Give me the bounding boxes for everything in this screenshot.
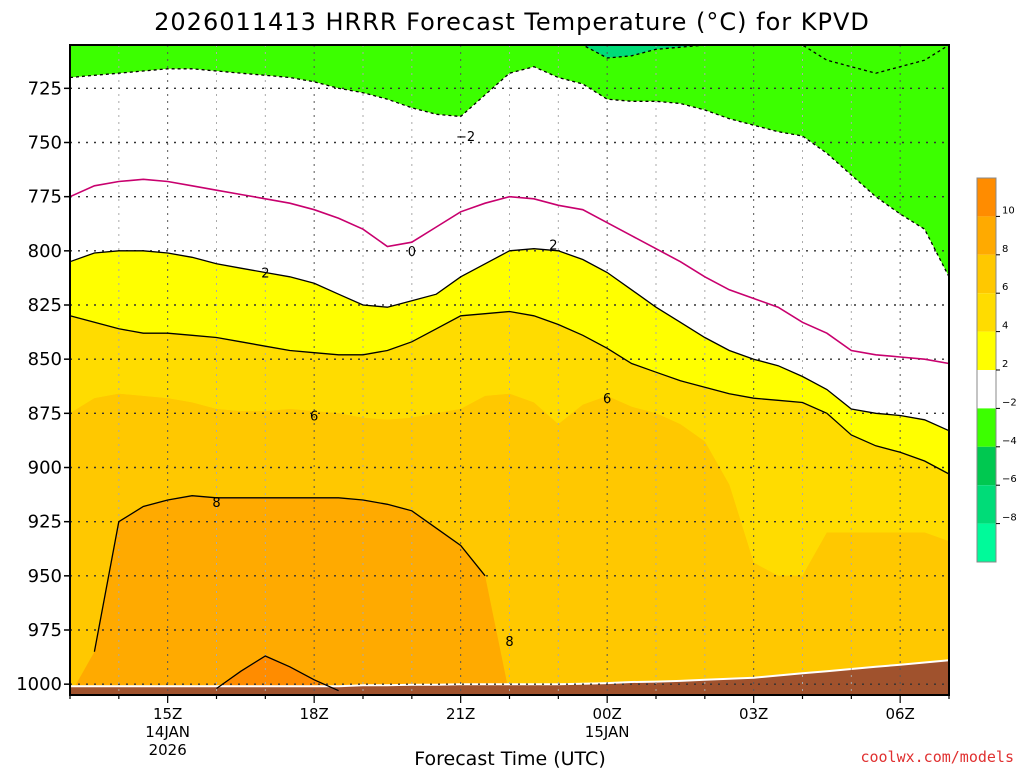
colorbar-swatch [977,523,996,562]
band-2-to-4 [70,248,949,474]
colorbar-tick-label: −8 [1002,513,1017,524]
colorbar-swatch [977,485,996,524]
y-tick-label: 800 [28,241,62,262]
x-tick-label: 18Z [299,705,328,723]
colorbar-tick-label: 6 [1002,282,1008,293]
contour-10 [216,655,339,692]
contour-8 [93,495,486,652]
contour-4 [69,310,950,475]
contour-label: 2 [549,238,557,253]
ground-edge [70,659,950,688]
contour-2 [69,248,950,432]
x-tick-year: 2026 [149,741,187,759]
colorbar-tick-label: 2 [1002,359,1008,370]
ground-layer [70,659,950,695]
chart-title: 2026011413 HRRR Forecast Temperature (°C… [154,8,870,36]
x-tick-label: 21Z [446,705,475,723]
temperature-fill-bands [70,45,949,695]
x-axis-label: Forecast Time (UTC) [414,748,605,768]
colorbar-tick-label: −4 [1002,436,1017,447]
x-tick-label: 15Z [153,705,182,723]
band-8-to-10 [70,495,949,695]
contour-label: 2 [261,267,269,282]
credit-text: coolwx.com/models [860,748,1014,766]
y-tick-label: 725 [28,78,62,99]
colorbar-swatch [977,216,996,255]
colorbar-tick-label: −2 [1002,397,1017,408]
y-tick-label: 750 [28,133,62,154]
pressure-axis: 725 750 775 800 825 850 875 900 925 950 975 1000 [16,78,70,695]
colorbar-legend: 10 8 6 4 2 −2 −4 −6 −8 [976,177,1017,563]
y-tick-label: 950 [28,566,62,587]
y-tick-label: 1000 [16,674,62,695]
colorbar-tick-label: 10 [1002,205,1015,216]
colorbar-tick-label: 4 [1002,321,1008,332]
y-tick-label: 925 [28,512,62,533]
colorbar-swatch [977,370,996,409]
band-10-to-12 [70,656,949,695]
x-tick-label: 06Z [885,705,914,723]
band-4-to-6 [70,311,949,576]
y-tick-label: 775 [28,187,62,208]
y-tick-label: 975 [28,620,62,641]
band--4-to--2 [70,45,949,277]
contour-label: 8 [212,496,220,511]
y-tick-label: 900 [28,458,62,479]
colorbar-swatch [977,408,996,447]
colorbar-swatch [977,331,996,370]
y-tick-label: 825 [28,295,62,316]
y-tick-label: 875 [28,403,62,424]
contour-labels: −2 0 2 2 6 6 8 8 [212,130,611,650]
contour-label: 0 [408,245,416,260]
contour-0 [69,178,950,365]
contour--4 [69,66,950,278]
contour-label: −2 [456,130,475,145]
contour-label: 6 [603,392,611,407]
colorbar-tick-label: −6 [1002,474,1017,485]
x-tick-label: 00Z [592,705,621,723]
x-tick-date: 14JAN [145,723,190,741]
x-tick-label: 03Z [739,705,768,723]
colorbar-tick-label: 8 [1002,244,1008,255]
colorbar-swatch [977,178,996,217]
colorbar-swatch [977,446,996,486]
y-tick-label: 850 [28,349,62,370]
contour-label: 8 [505,635,513,650]
colorbar-swatch [977,254,996,294]
colorbar-swatch [977,293,996,332]
contour-label: 6 [310,410,318,425]
x-tick-date: 15JAN [585,723,630,741]
